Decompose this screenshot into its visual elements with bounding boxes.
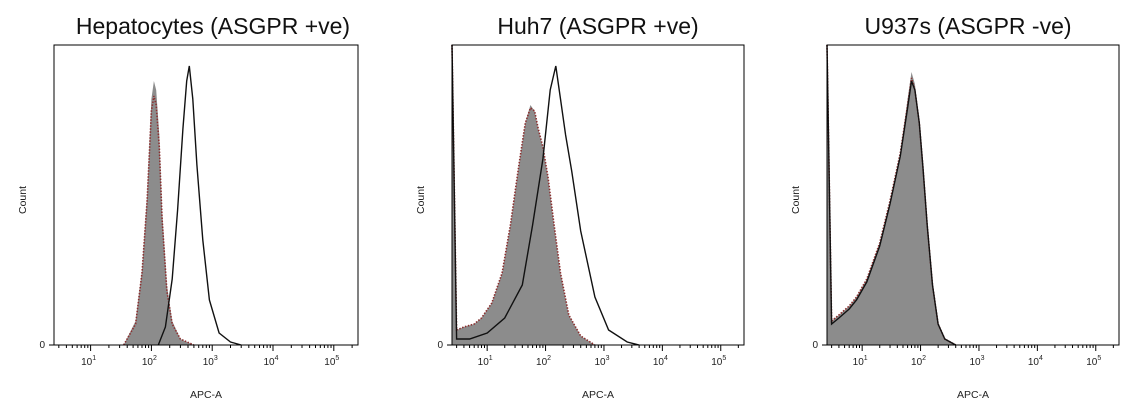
- x-tick-label: 101: [81, 355, 96, 368]
- x-tick-label: 101: [478, 355, 493, 368]
- x-tick-label: 105: [711, 355, 726, 368]
- x-tick-label: 103: [594, 355, 609, 368]
- y-axis-label: Count: [17, 186, 29, 214]
- plot-frame: [53, 44, 359, 346]
- histogram-panel-u937s: U937s (ASGPR -ve) 101 102 103 104 105 0 APC-A Co…: [790, 13, 1120, 401]
- x-tick-label: 101: [853, 355, 868, 368]
- histogram-panel-huh7: Huh7 (ASGPR +ve) 101 102 103 104 105 0 APC-A Cou…: [415, 13, 745, 401]
- panel-title: Hepatocytes (ASGPR +ve): [76, 13, 350, 39]
- x-tick-label: 105: [324, 355, 339, 368]
- x-tick-label: 103: [969, 355, 984, 368]
- stained-histogram-line: [826, 44, 957, 346]
- control-histogram-fill: [452, 45, 595, 345]
- histogram-panel-hepatocytes: Hepatocytes (ASGPR +ve) 101 102 103 104 105 0 A…: [17, 13, 359, 401]
- control-histogram-outline: [451, 44, 596, 346]
- y-tick-label: 0: [39, 340, 45, 351]
- y-axis-label: Count: [415, 186, 427, 214]
- x-axis-label: APC-A: [957, 389, 989, 401]
- x-tick-label: 104: [1028, 355, 1043, 368]
- x-tick-label: 102: [536, 355, 551, 368]
- stained-histogram-line: [451, 44, 640, 346]
- x-tick-label: 102: [142, 355, 157, 368]
- panel-title: U937s (ASGPR -ve): [864, 13, 1071, 39]
- x-axis-label: APC-A: [190, 389, 222, 401]
- x-tick-label: 105: [1086, 355, 1101, 368]
- stained-histogram-line: [157, 65, 242, 346]
- y-axis-label: Count: [790, 186, 802, 214]
- x-axis-label: APC-A: [582, 389, 614, 401]
- x-tick-label: 102: [911, 355, 926, 368]
- x-tick-label: 104: [653, 355, 668, 368]
- y-tick-label: 0: [437, 340, 443, 351]
- y-tick-label: 0: [812, 340, 818, 351]
- control-histogram-outline: [123, 95, 195, 346]
- x-tick-label: 103: [203, 355, 218, 368]
- panel-title: Huh7 (ASGPR +ve): [497, 13, 698, 39]
- x-tick-label: 104: [263, 355, 278, 368]
